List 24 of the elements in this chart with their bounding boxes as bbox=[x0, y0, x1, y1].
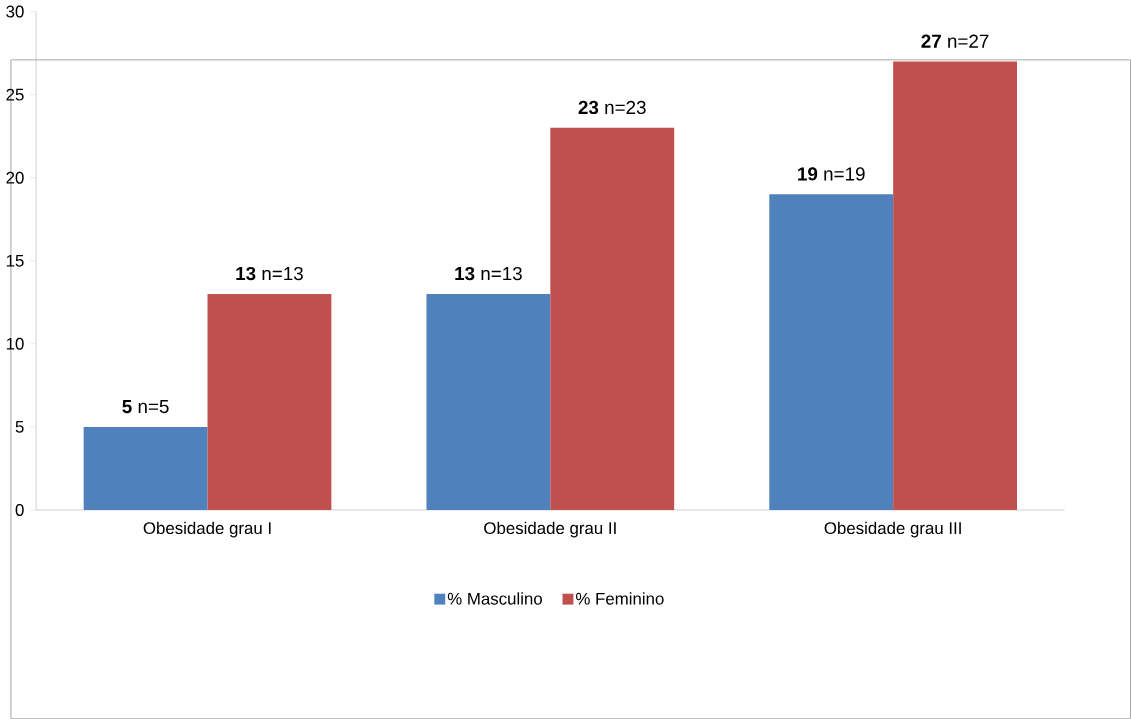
bar bbox=[83, 426, 208, 510]
x-tick-label: Obesidade grau II bbox=[484, 521, 616, 538]
y-tick-label: 30 bbox=[6, 5, 24, 18]
data-label: 27 n=27 bbox=[921, 34, 989, 48]
y-tick-label: 5 bbox=[15, 420, 24, 433]
y-tick-label: 25 bbox=[6, 88, 24, 101]
data-label: 13 n=13 bbox=[236, 266, 303, 281]
y-tick-label: 20 bbox=[6, 171, 24, 184]
data-label: 19 n=19 bbox=[798, 167, 865, 181]
legend-label: % Masculino bbox=[447, 592, 542, 605]
bar bbox=[769, 194, 894, 510]
bar bbox=[893, 61, 1017, 510]
y-tick-label: 0 bbox=[15, 503, 24, 516]
bar bbox=[426, 293, 551, 510]
x-tick-label: Obesidade grau III bbox=[824, 521, 961, 538]
bar bbox=[550, 127, 675, 510]
data-label: 23 n=23 bbox=[578, 100, 646, 114]
data-label: 5 n=5 bbox=[122, 399, 169, 414]
legend-label: % Feminino bbox=[576, 592, 664, 605]
data-label: 13 n=13 bbox=[455, 266, 522, 281]
y-tick-label: 10 bbox=[6, 337, 24, 350]
bar bbox=[207, 293, 332, 510]
x-tick-label: Obesidade grau I bbox=[143, 521, 271, 538]
y-tick-label: 15 bbox=[6, 254, 24, 267]
